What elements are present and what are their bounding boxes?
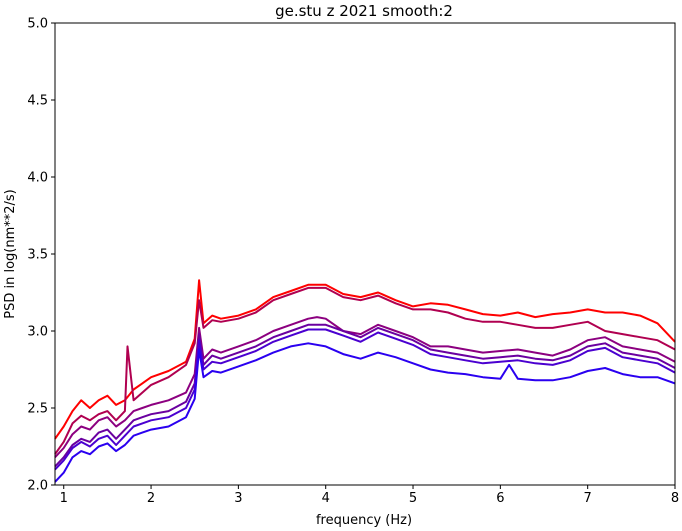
x-axis-label: frequency (Hz) — [316, 513, 412, 528]
series-line-6 — [54, 342, 676, 483]
series-line-3 — [54, 316, 676, 458]
y-tick-label: 4.0 — [27, 171, 48, 186]
x-tick-label: 3 — [234, 491, 242, 506]
series-line-5 — [54, 328, 676, 471]
y-tick-label: 5.0 — [27, 17, 48, 32]
y-tick-label: 3.5 — [27, 248, 48, 263]
y-axis-label: PSD in log(nm**2/s) — [3, 189, 18, 319]
x-tick-label: 7 — [584, 491, 592, 506]
y-tick-label: 2.5 — [27, 402, 48, 417]
y-tick-label: 4.5 — [27, 94, 48, 109]
x-tick-label: 4 — [322, 491, 330, 506]
x-tick-label: 2 — [147, 491, 155, 506]
x-tick-label: 8 — [671, 491, 679, 506]
series-line-4 — [54, 323, 676, 468]
y-axis-ticks: 2.0 2.5 3.0 3.5 4.0 4.5 5.0 — [27, 17, 55, 494]
series-line-2 — [54, 286, 676, 455]
x-axis-ticks: 1 2 3 4 5 6 7 8 — [60, 485, 679, 506]
x-tick-label: 1 — [60, 491, 68, 506]
y-tick-label: 2.0 — [27, 479, 48, 494]
y-tick-label: 3.0 — [27, 325, 48, 340]
plot-series — [54, 279, 676, 483]
x-tick-label: 6 — [496, 491, 504, 506]
chart-title: ge.stu z 2021 smooth:2 — [275, 2, 453, 20]
x-tick-label: 5 — [409, 491, 417, 506]
series-line-1 — [54, 279, 676, 440]
